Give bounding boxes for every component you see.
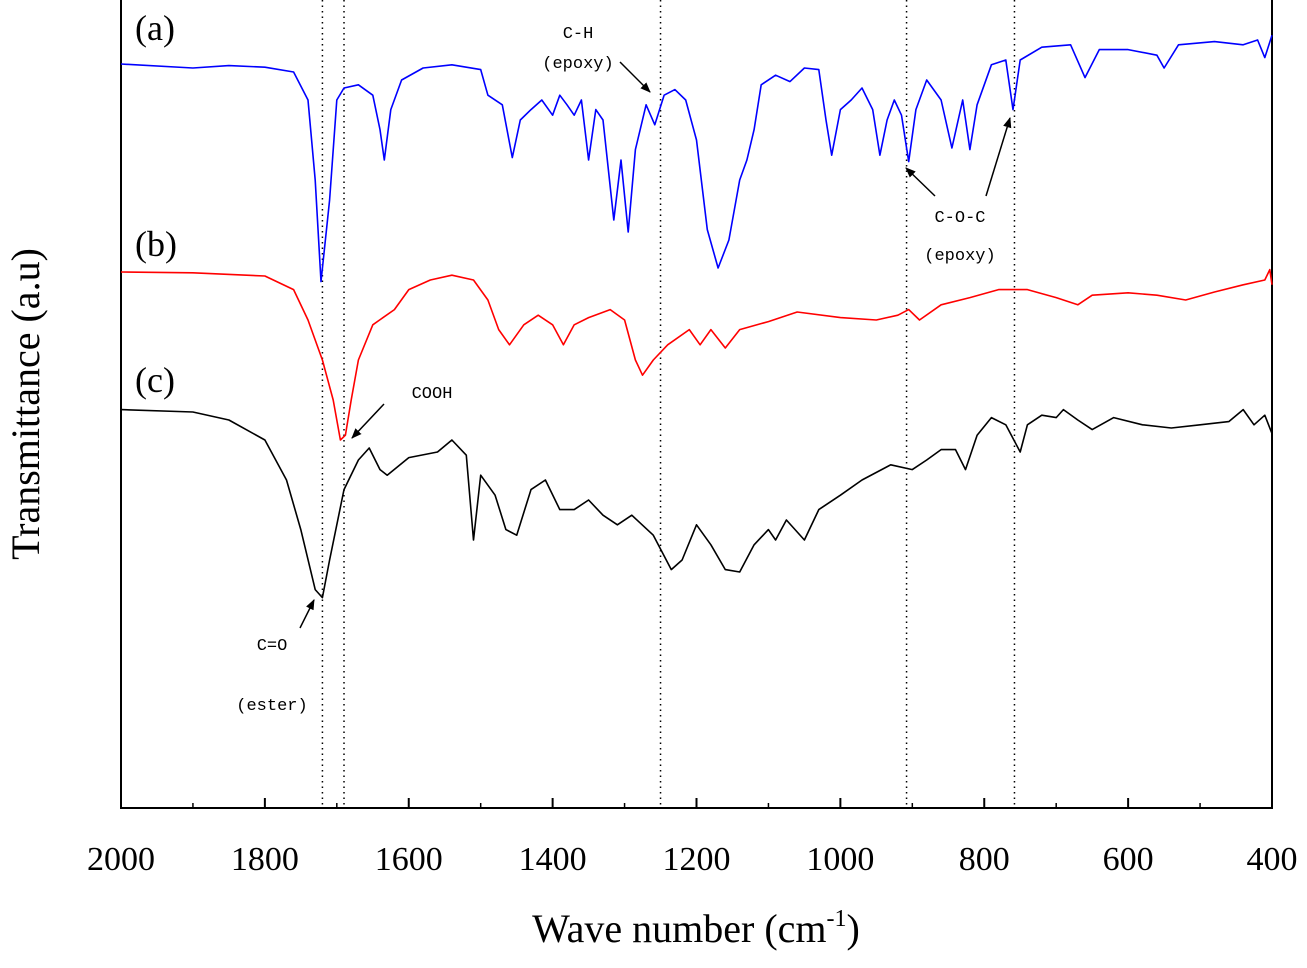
- spectrum-line: [120, 408, 1273, 599]
- annotation: (ester): [236, 697, 307, 716]
- arrow: [619, 61, 651, 93]
- x-tick-label: 1400: [519, 841, 587, 878]
- x-tick-label: 1600: [375, 841, 443, 878]
- x-tick-label: 2000: [87, 841, 155, 878]
- series-label: (c): [135, 360, 175, 400]
- x-tick-label: 600: [1103, 841, 1154, 878]
- annotation: (epoxy): [542, 55, 613, 74]
- arrows: [299, 61, 1012, 629]
- annotation: C=O: [257, 637, 288, 656]
- annotation: C-H: [563, 25, 594, 44]
- arrow: [299, 599, 315, 629]
- series-label: (a): [135, 8, 175, 48]
- axis-frame: [120, 0, 1273, 809]
- arrow: [351, 403, 385, 439]
- spectrum-line: [120, 34, 1273, 283]
- x-tick-label: 1000: [806, 841, 874, 878]
- annotation: C-O-C: [934, 209, 985, 228]
- x-axis-label-suffix: ): [847, 906, 860, 951]
- series-label: (b): [135, 224, 177, 264]
- annotation: COOH: [412, 385, 453, 404]
- annotation: (epoxy): [924, 247, 995, 266]
- x-axis-label-sup: -1: [827, 906, 847, 932]
- y-axis-label: Transmittance (a.u): [3, 248, 48, 560]
- x-tick-label: 400: [1247, 841, 1298, 878]
- x-axis-label-text: Wave number (cm: [532, 906, 826, 951]
- x-tick-label: 1200: [663, 841, 731, 878]
- spectrum-line: [120, 268, 1273, 441]
- arrow: [905, 167, 936, 197]
- x-axis-label: Wave number (cm-1): [532, 906, 860, 951]
- arrow: [985, 116, 1012, 197]
- x-tick-label: 1800: [231, 841, 299, 878]
- x-tick-label: 800: [959, 841, 1010, 878]
